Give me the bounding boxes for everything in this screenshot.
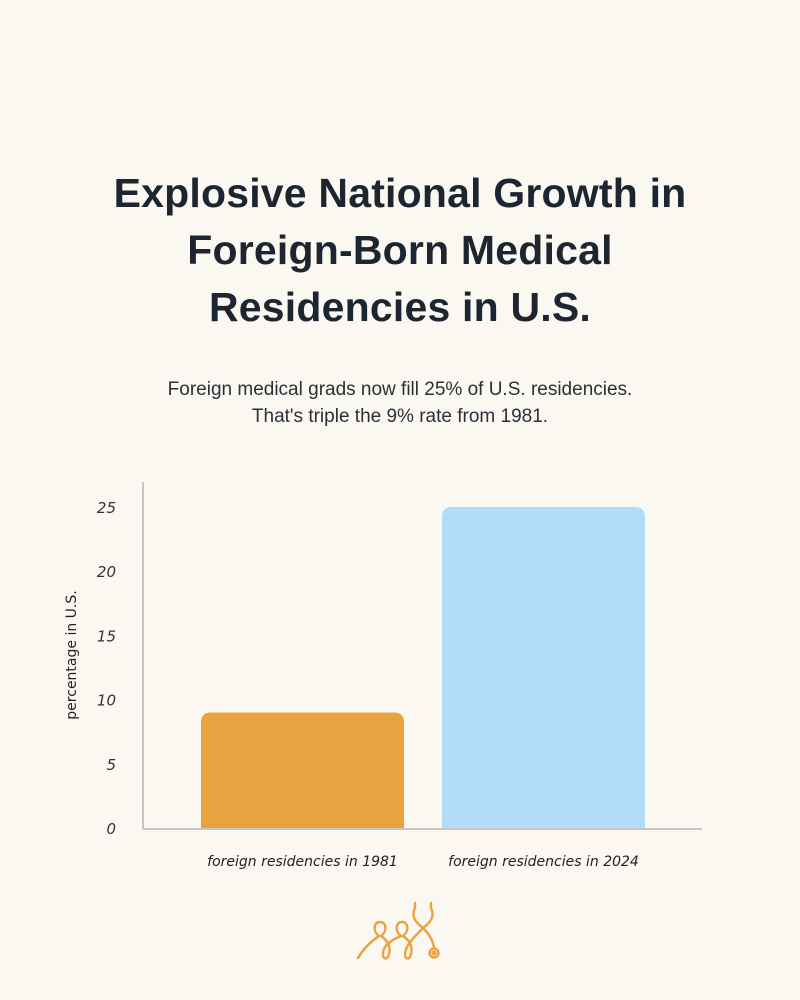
- family-stethoscope-icon: [356, 901, 440, 960]
- y-tick-label: 0: [106, 820, 116, 838]
- y-tick-label: 5: [106, 756, 116, 774]
- chart-subtitle: Foreign medical grads now fill 25% of U.…: [0, 376, 800, 430]
- title-line: Residencies in U.S.: [208, 284, 592, 330]
- y-tick-label: 20: [97, 563, 116, 581]
- chart-title: Explosive National Growth in Foreign-Bor…: [0, 165, 800, 336]
- bar: [201, 712, 404, 829]
- bar: [442, 507, 645, 829]
- subtitle-line: Foreign medical grads now fill 25% of U.…: [167, 379, 633, 400]
- title-line: Foreign-Born Medical: [187, 227, 613, 273]
- x-category-label: foreign residencies in 1981: [207, 854, 398, 870]
- y-axis-label: percentage in U.S.: [64, 590, 80, 719]
- y-tick-label: 15: [97, 627, 116, 645]
- x-category-label: foreign residencies in 2024: [448, 854, 639, 870]
- y-tick-label: 10: [97, 692, 116, 710]
- subtitle-line: That's triple the 9% rate from 1981.: [251, 406, 549, 427]
- y-tick-label: 25: [97, 499, 116, 517]
- title-line: Explosive National Growth in: [113, 170, 687, 216]
